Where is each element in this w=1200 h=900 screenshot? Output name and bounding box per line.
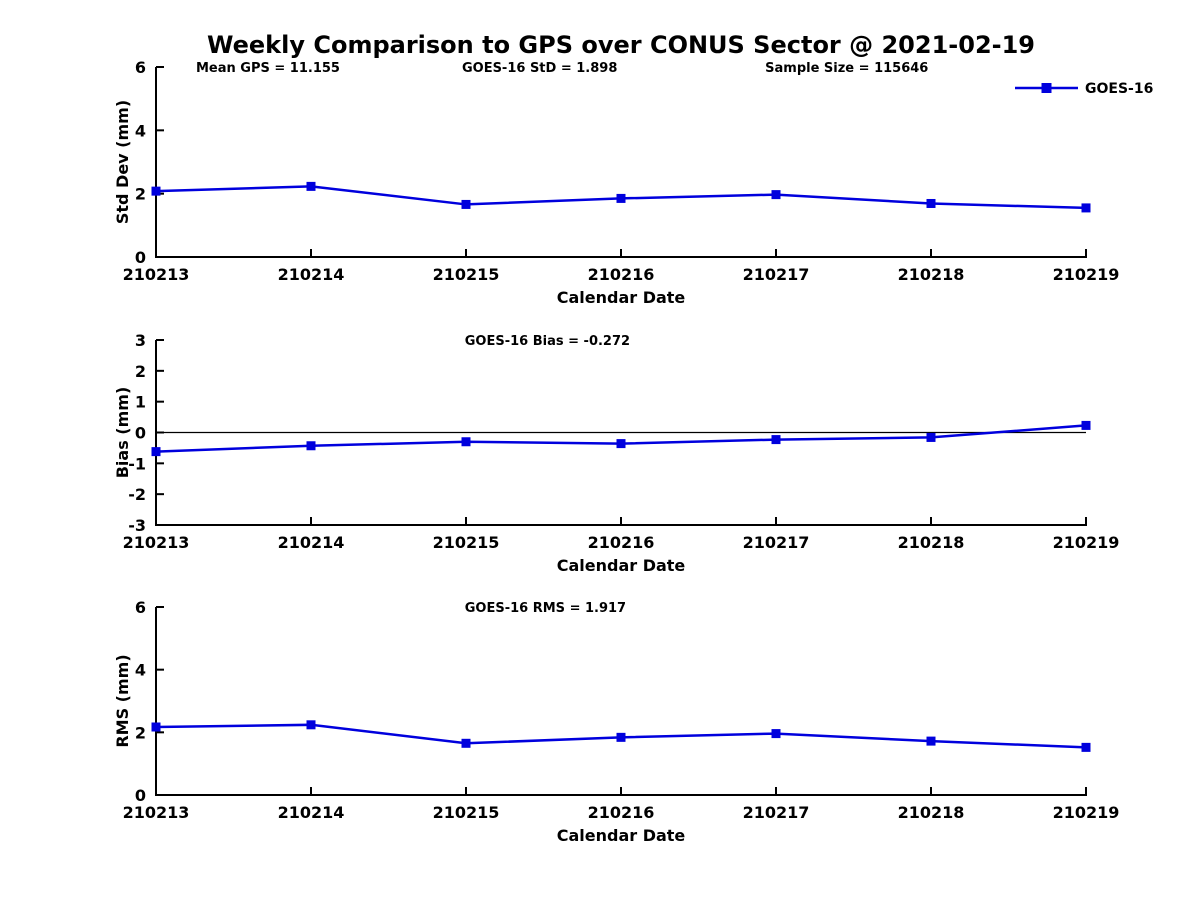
y-tick-label: 0: [135, 786, 146, 805]
y-tick-label: 1: [135, 393, 146, 412]
x-tick-label: 210219: [1053, 803, 1120, 822]
y-axis-label: Bias (mm): [113, 387, 132, 479]
annotation: GOES-16 Bias = -0.272: [465, 334, 630, 349]
data-point-marker: [461, 738, 471, 748]
y-tick-label: 0: [135, 424, 146, 443]
x-axis-label: Calendar Date: [557, 288, 686, 307]
x-tick-label: 210218: [898, 265, 965, 284]
x-tick-label: 210218: [898, 533, 965, 552]
data-point-marker: [461, 437, 471, 447]
x-tick-label: 210217: [743, 265, 810, 284]
data-point-marker: [151, 186, 161, 196]
x-tick-label: 210217: [743, 533, 810, 552]
y-tick-label: 2: [135, 185, 146, 204]
x-tick-label: 210217: [743, 803, 810, 822]
x-tick-label: 210215: [433, 803, 500, 822]
data-point-marker: [306, 181, 316, 191]
data-point-marker: [616, 732, 626, 742]
data-point-marker: [771, 190, 781, 200]
legend-label: GOES-16: [1085, 81, 1153, 97]
y-axis-label: RMS (mm): [113, 654, 132, 747]
y-tick-label: -3: [128, 516, 146, 535]
x-axis-label: Calendar Date: [557, 826, 686, 845]
data-point-marker: [1081, 203, 1091, 213]
data-point-marker: [151, 447, 161, 457]
data-point-marker: [771, 729, 781, 739]
x-tick-label: 210219: [1053, 265, 1120, 284]
x-tick-label: 210219: [1053, 533, 1120, 552]
figure-title: Weekly Comparison to GPS over CONUS Sect…: [206, 31, 1035, 59]
data-point-marker: [616, 439, 626, 449]
data-point-marker: [151, 722, 161, 732]
x-tick-label: 210216: [588, 533, 655, 552]
x-tick-label: 210213: [123, 533, 190, 552]
y-tick-label: 4: [135, 661, 146, 680]
data-point-marker: [926, 432, 936, 442]
x-tick-label: 210213: [123, 803, 190, 822]
x-tick-label: 210213: [123, 265, 190, 284]
y-tick-label: 6: [135, 598, 146, 617]
data-point-marker: [461, 199, 471, 209]
annotation: GOES-16 RMS = 1.917: [465, 601, 626, 616]
annotation: GOES-16 StD = 1.898: [462, 61, 617, 76]
y-tick-label: 2: [135, 723, 146, 742]
x-axis-label: Calendar Date: [557, 556, 686, 575]
y-tick-label: 2: [135, 362, 146, 381]
y-tick-label: -1: [128, 454, 146, 473]
x-tick-label: 210214: [278, 265, 345, 284]
data-point-marker: [771, 435, 781, 445]
annotation: Mean GPS = 11.155: [196, 61, 340, 76]
x-tick-label: 210215: [433, 533, 500, 552]
data-point-marker: [306, 441, 316, 451]
annotation: Sample Size = 115646: [765, 61, 928, 76]
y-tick-label: 6: [135, 58, 146, 77]
data-point-marker: [616, 193, 626, 203]
data-point-marker: [306, 720, 316, 730]
y-tick-label: -2: [128, 485, 146, 504]
data-point-marker: [926, 736, 936, 746]
x-tick-label: 210216: [588, 265, 655, 284]
data-point-marker: [926, 198, 936, 208]
y-tick-label: 0: [135, 248, 146, 267]
x-tick-label: 210216: [588, 803, 655, 822]
x-tick-label: 210218: [898, 803, 965, 822]
data-point-marker: [1081, 420, 1091, 430]
x-tick-label: 210214: [278, 803, 345, 822]
y-tick-label: 3: [135, 331, 146, 350]
y-tick-label: 4: [135, 121, 146, 140]
data-point-marker: [1081, 742, 1091, 752]
x-tick-label: 210214: [278, 533, 345, 552]
x-tick-label: 210215: [433, 265, 500, 284]
y-axis-label: Std Dev (mm): [113, 100, 132, 224]
legend-marker: [1041, 83, 1052, 93]
